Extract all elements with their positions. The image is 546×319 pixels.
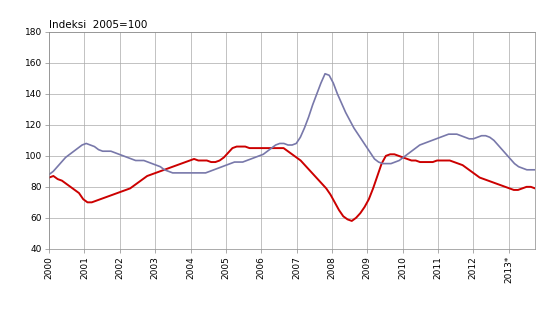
Text: Indeksi  2005=100: Indeksi 2005=100	[49, 20, 147, 30]
Muu rakentaminen	[404, 152, 411, 156]
Asuinrakentaminen	[348, 219, 355, 223]
Asuinrakentaminen	[234, 145, 240, 148]
Muu rakentaminen	[466, 137, 472, 141]
Legend: Asuinrakentaminen, Muu rakentaminen: Asuinrakentaminen, Muu rakentaminen	[153, 315, 431, 319]
Muu rakentaminen	[532, 168, 538, 172]
Muu rakentaminen	[145, 160, 151, 164]
Asuinrakentaminen	[204, 159, 210, 162]
Asuinrakentaminen	[532, 187, 538, 190]
Asuinrakentaminen	[344, 218, 351, 221]
Muu rakentaminen	[198, 171, 205, 175]
Muu rakentaminen	[334, 92, 341, 96]
Line: Asuinrakentaminen: Asuinrakentaminen	[49, 146, 535, 221]
Asuinrakentaminen	[46, 176, 52, 180]
Asuinrakentaminen	[110, 193, 116, 197]
Muu rakentaminen	[441, 134, 448, 137]
Asuinrakentaminen	[229, 146, 236, 150]
Asuinrakentaminen	[157, 169, 163, 173]
Muu rakentaminen	[322, 72, 328, 76]
Muu rakentaminen	[46, 173, 52, 176]
Asuinrakentaminen	[480, 177, 487, 181]
Line: Muu rakentaminen: Muu rakentaminen	[49, 74, 535, 174]
